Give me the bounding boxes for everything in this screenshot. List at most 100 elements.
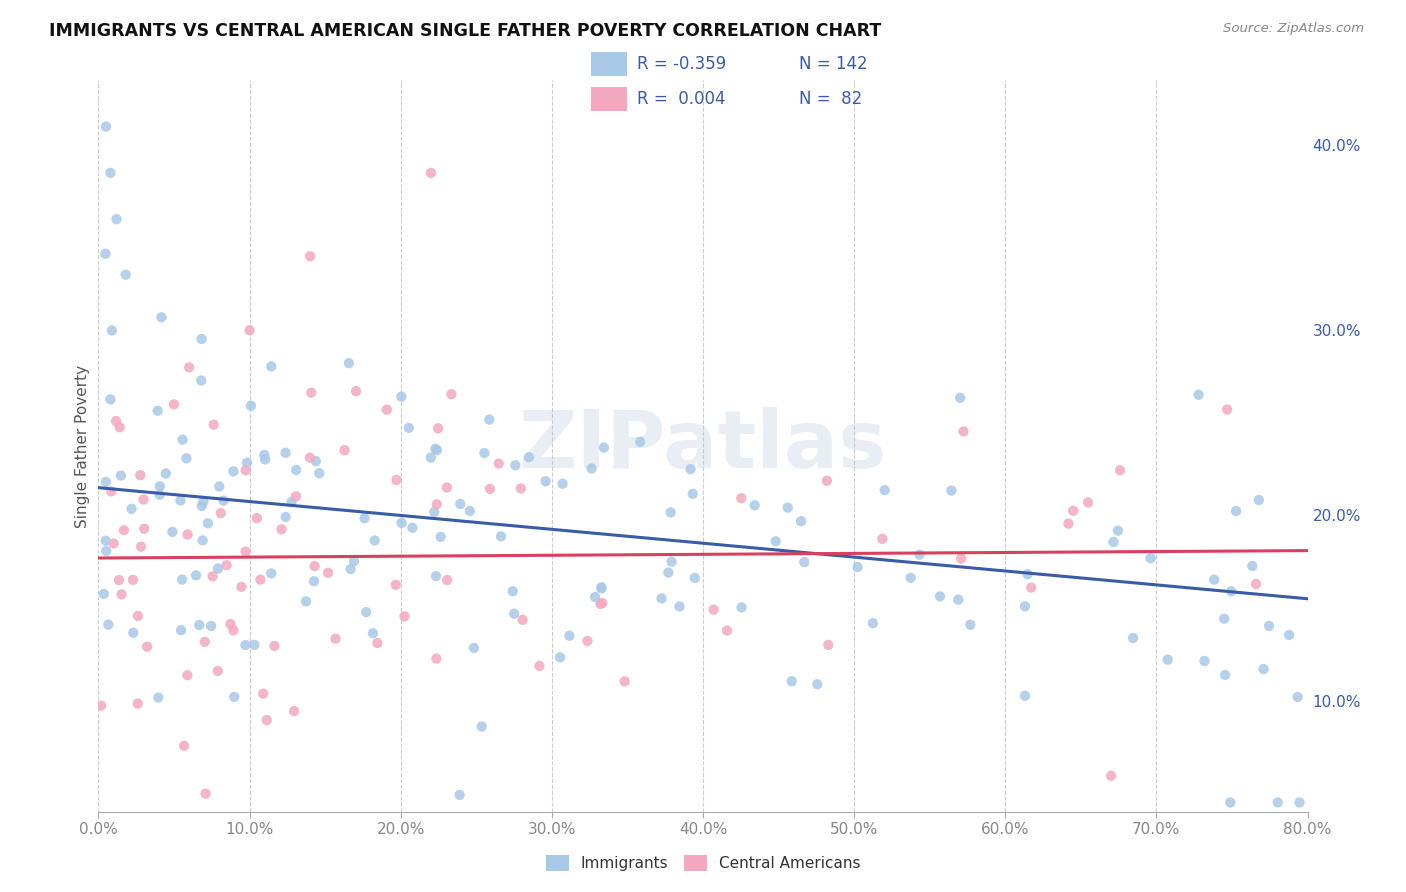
Point: [1014, 689, 1036, 703]
Point: [343, 554, 366, 568]
Point: [200, 619, 222, 633]
Point: [243, 638, 266, 652]
Point: [354, 605, 377, 619]
Point: [105, 414, 128, 428]
Point: [110, 587, 132, 601]
Point: [385, 473, 408, 487]
Point: [224, 690, 246, 704]
Point: [231, 580, 253, 594]
Point: [815, 474, 838, 488]
Point: [194, 787, 217, 801]
Point: [401, 521, 423, 535]
Point: [222, 624, 245, 638]
Point: [488, 457, 510, 471]
Point: [316, 566, 339, 580]
Point: [149, 488, 172, 502]
Point: [305, 454, 328, 468]
Point: [1122, 631, 1144, 645]
Point: [730, 600, 752, 615]
Point: [146, 404, 169, 418]
Point: [163, 397, 186, 411]
Point: [274, 510, 297, 524]
Point: [94, 120, 117, 134]
Point: [110, 468, 132, 483]
Point: [1019, 581, 1042, 595]
Point: [263, 639, 285, 653]
Point: [780, 674, 803, 689]
Point: [425, 442, 447, 456]
Point: [270, 522, 292, 536]
Point: [190, 332, 212, 346]
Point: [846, 560, 869, 574]
Point: [529, 659, 551, 673]
Point: [94, 475, 117, 489]
Point: [551, 476, 574, 491]
Point: [613, 674, 636, 689]
Point: [235, 638, 257, 652]
Point: [716, 624, 738, 638]
Point: [100, 392, 122, 407]
Point: [426, 443, 449, 458]
Point: [659, 505, 682, 519]
Point: [90, 698, 112, 713]
Point: [96, 544, 118, 558]
Point: [194, 635, 217, 649]
Point: [581, 461, 603, 475]
Point: [517, 450, 540, 465]
Point: [100, 166, 122, 180]
Point: [949, 391, 972, 405]
Text: IMMIGRANTS VS CENTRAL AMERICAN SINGLE FATHER POVERTY CORRELATION CHART: IMMIGRANTS VS CENTRAL AMERICAN SINGLE FA…: [49, 22, 882, 40]
Point: [134, 522, 156, 536]
Point: [363, 533, 385, 548]
Point: [436, 481, 458, 495]
Point: [1062, 504, 1084, 518]
Point: [361, 626, 384, 640]
Point: [256, 713, 278, 727]
Point: [420, 166, 443, 180]
Point: [1244, 577, 1267, 591]
Point: [302, 574, 325, 589]
Point: [191, 533, 214, 548]
Point: [1057, 516, 1080, 531]
Point: [219, 617, 242, 632]
Point: [703, 602, 725, 616]
Point: [94, 247, 117, 261]
Point: [353, 511, 375, 525]
Point: [1139, 551, 1161, 566]
Point: [235, 463, 257, 477]
Point: [97, 617, 120, 632]
Point: [240, 399, 263, 413]
Text: ZIPatlas: ZIPatlas: [519, 407, 887, 485]
Point: [941, 483, 963, 498]
Point: [1109, 463, 1132, 477]
Point: [419, 450, 441, 465]
Point: [127, 697, 149, 711]
Point: [222, 464, 245, 478]
Point: [449, 788, 471, 802]
Point: [190, 374, 212, 388]
Point: [280, 495, 302, 509]
Point: [1099, 769, 1122, 783]
Point: [505, 458, 527, 473]
Point: [682, 487, 704, 501]
Point: [1102, 535, 1125, 549]
Point: [188, 618, 211, 632]
Point: [1247, 493, 1270, 508]
Point: [190, 499, 212, 513]
Point: [201, 569, 224, 583]
Point: [207, 561, 229, 575]
Point: [765, 534, 787, 549]
Point: [100, 484, 122, 499]
Point: [108, 420, 131, 434]
Point: [172, 573, 194, 587]
Point: [592, 441, 614, 455]
Point: [952, 425, 974, 439]
Point: [1213, 612, 1236, 626]
Point: [170, 623, 193, 637]
Point: [1107, 524, 1129, 538]
Point: [129, 540, 152, 554]
Point: [344, 384, 367, 399]
Point: [1288, 796, 1310, 810]
Point: [114, 268, 136, 282]
Point: [478, 412, 501, 426]
